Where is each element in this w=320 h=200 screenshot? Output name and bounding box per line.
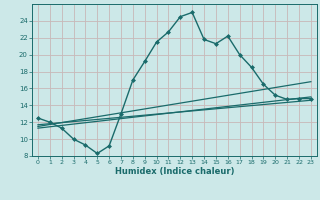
X-axis label: Humidex (Indice chaleur): Humidex (Indice chaleur) [115,167,234,176]
